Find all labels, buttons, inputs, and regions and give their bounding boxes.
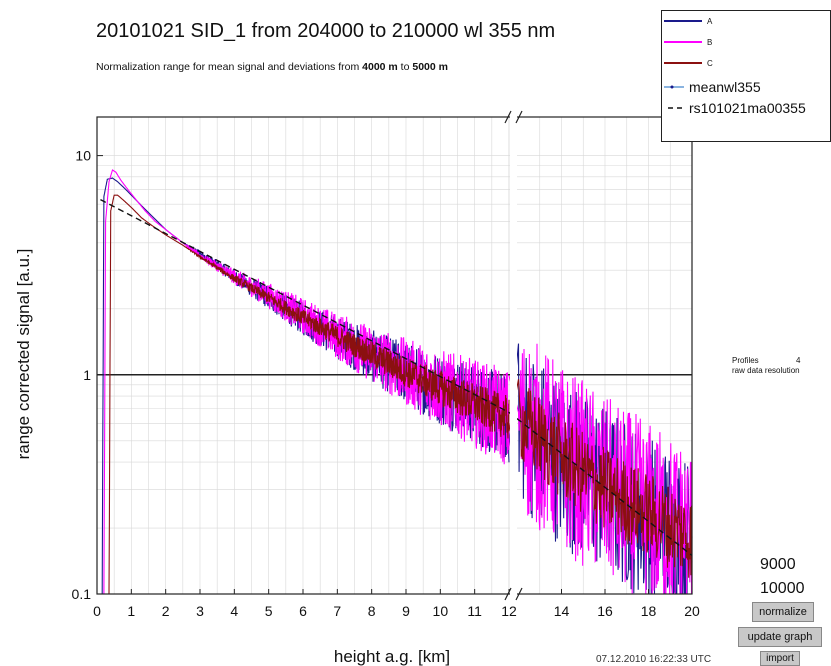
profiles-label: Profiles xyxy=(732,356,759,365)
chart-title: 20101021 SID_1 from 204000 to 210000 wl … xyxy=(96,20,556,42)
x-tick-label: 1 xyxy=(127,603,135,619)
subtitle-prefix: Normalization range for mean signal and … xyxy=(96,61,363,73)
axis-break-mark xyxy=(504,110,512,124)
y-axis-label: range corrected signal [a.u.] xyxy=(14,249,33,460)
x-tick-label: 8 xyxy=(368,603,376,619)
legend-item-A: A xyxy=(664,17,713,26)
x-tick-label: 14 xyxy=(554,603,570,619)
y-tick-label: 10 xyxy=(75,148,91,164)
update-graph-button[interactable]: update graph xyxy=(738,627,822,647)
x-tick-label: 0 xyxy=(93,603,101,619)
x-tick-label: 11 xyxy=(467,603,482,619)
x-tick-label: 6 xyxy=(299,603,307,619)
y-tick-label: 0.1 xyxy=(72,586,92,602)
series-line-C xyxy=(508,379,693,578)
series-line-B xyxy=(508,343,693,595)
subtitle-from: 4000 m xyxy=(362,61,398,73)
x-tick-label: 18 xyxy=(641,603,657,619)
y-tick-label: 1 xyxy=(83,367,91,383)
x-tick-label: 7 xyxy=(333,603,341,619)
subtitle-to: 5000 m xyxy=(412,61,448,73)
x-tick-label: 5 xyxy=(265,603,273,619)
x-tick-label: 4 xyxy=(230,603,238,619)
axis-break-gap xyxy=(510,113,517,600)
legend-item-B: B xyxy=(664,38,712,47)
x-axis-label: height a.g. [km] xyxy=(334,647,450,666)
x-tick-label: 3 xyxy=(196,603,204,619)
series-A xyxy=(101,177,693,595)
legend-item-rs101021ma00355: rs101021ma00355 xyxy=(668,100,806,116)
plot-border xyxy=(96,116,693,595)
series-B xyxy=(103,169,693,595)
profiles-info: Profiles 4 raw data resolution xyxy=(732,356,800,376)
normalization-subtitle: Normalization range for mean signal and … xyxy=(96,61,448,73)
series-rs101021ma00355 xyxy=(100,198,693,556)
subtitle-mid: to xyxy=(397,61,413,73)
legend-label: rs101021ma00355 xyxy=(689,100,806,116)
timestamp: 07.12.2010 16:22:33 UTC xyxy=(596,654,712,665)
legend-item-meanwl355: meanwl355 xyxy=(664,79,761,95)
axis-break-mark xyxy=(504,587,512,601)
legend-item-C: C xyxy=(664,59,713,68)
x-tick-label: 2 xyxy=(162,603,170,619)
legend-marker xyxy=(670,85,674,89)
legend-label: B xyxy=(707,38,712,47)
series-line-rs101021ma00355 xyxy=(100,198,510,413)
import-button[interactable]: import xyxy=(760,651,800,666)
resolution-label: raw data resolution xyxy=(732,366,800,375)
series-C xyxy=(108,194,693,595)
legend-label: meanwl355 xyxy=(689,79,761,95)
series-line-rs101021ma00355 xyxy=(508,411,693,556)
x-tick-label: 10 xyxy=(433,603,449,619)
range-low-input[interactable]: 9000 xyxy=(760,556,796,573)
series-line-C xyxy=(108,194,510,595)
axis-break-mark xyxy=(515,110,523,124)
range-high-input[interactable]: 10000 xyxy=(760,580,805,597)
normalize-button[interactable]: normalize xyxy=(752,602,814,622)
plot-frame xyxy=(96,110,693,601)
x-tick-label: 20 xyxy=(684,603,700,619)
series-layer xyxy=(100,169,693,595)
x-tick-label: 12 xyxy=(501,603,517,619)
legend-label: C xyxy=(707,59,713,68)
legend-label: A xyxy=(707,17,713,26)
x-tick-label: 9 xyxy=(402,603,410,619)
tick-labels: 0 1 2 3 4 5 6 7 8 9 10 11 12 14 16 18 201010.1 xyxy=(72,148,700,619)
axis-break-mark xyxy=(515,587,523,601)
profiles-count: 4 xyxy=(796,356,801,365)
x-tick-label: 16 xyxy=(597,603,613,619)
